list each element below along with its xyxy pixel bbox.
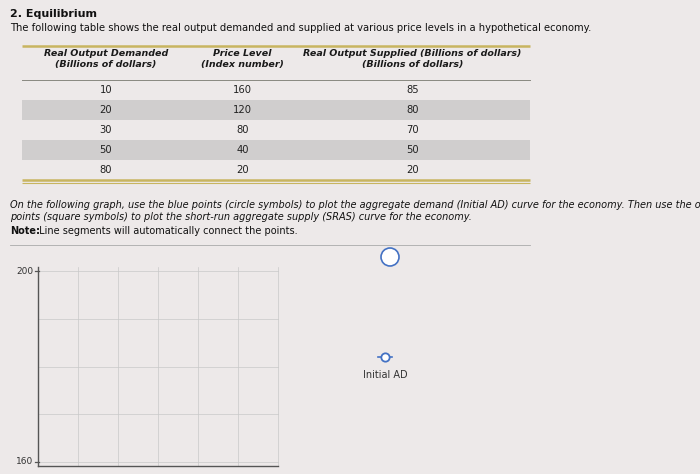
Text: 70: 70	[406, 125, 419, 135]
Text: 20: 20	[99, 105, 112, 115]
Text: 30: 30	[99, 125, 112, 135]
Text: 160: 160	[233, 85, 252, 95]
Text: 20: 20	[406, 165, 419, 175]
Text: 80: 80	[99, 165, 112, 175]
Text: On the following graph, use the blue points (circle symbols) to plot the aggrega: On the following graph, use the blue poi…	[10, 200, 700, 210]
Text: (Billions of dollars): (Billions of dollars)	[55, 60, 157, 69]
Text: Initial AD: Initial AD	[363, 370, 407, 380]
Text: (Index number): (Index number)	[201, 60, 284, 69]
Bar	[22, 100, 530, 120]
Text: Note:: Note:	[10, 226, 40, 236]
Text: Real Output Demanded: Real Output Demanded	[44, 49, 168, 58]
Text: 120: 120	[233, 105, 252, 115]
Text: 10: 10	[99, 85, 112, 95]
Text: ?: ?	[387, 252, 393, 262]
Text: 80: 80	[237, 125, 248, 135]
Text: Line segments will automatically connect the points.: Line segments will automatically connect…	[36, 226, 298, 236]
Bar	[22, 140, 530, 160]
Text: 160: 160	[15, 457, 33, 466]
Circle shape	[381, 248, 399, 266]
Text: The following table shows the real output demanded and supplied at various price: The following table shows the real outpu…	[10, 23, 591, 33]
Text: (Billions of dollars): (Billions of dollars)	[362, 60, 463, 69]
Text: 2. Equilibrium: 2. Equilibrium	[10, 9, 97, 19]
Text: Price Level: Price Level	[214, 49, 272, 58]
Text: Real Output Supplied (Billions of dollars): Real Output Supplied (Billions of dollar…	[303, 49, 522, 58]
Text: 50: 50	[99, 145, 112, 155]
Text: 85: 85	[406, 85, 419, 95]
Text: 50: 50	[406, 145, 419, 155]
Text: 200: 200	[16, 266, 33, 275]
Text: 20: 20	[236, 165, 248, 175]
Text: points (square symbols) to plot the short-run aggregate supply (SRAS) curve for : points (square symbols) to plot the shor…	[10, 212, 472, 222]
Text: 40: 40	[237, 145, 248, 155]
Text: 80: 80	[406, 105, 419, 115]
